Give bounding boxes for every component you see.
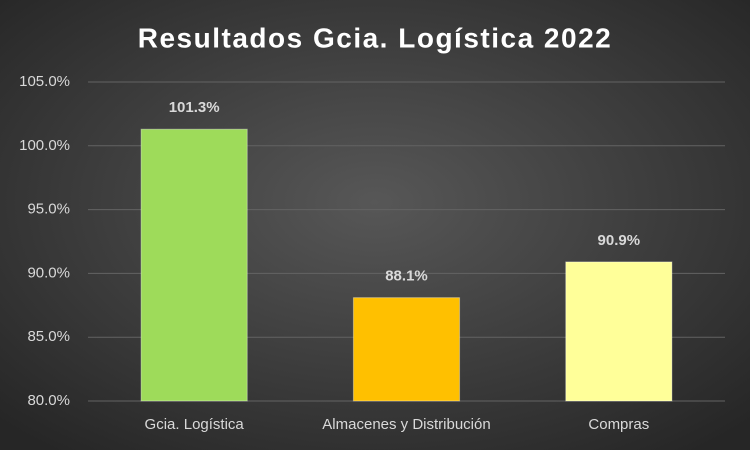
y-tick-label: 100.0% [19, 137, 70, 154]
value-label: 88.1% [385, 268, 428, 285]
y-tick-label: 80.0% [27, 392, 70, 409]
x-tick-label: Compras [588, 416, 649, 433]
bar [140, 128, 248, 402]
y-tick-label: 95.0% [27, 201, 70, 218]
y-tick-label: 85.0% [27, 328, 70, 345]
bar [565, 261, 673, 402]
value-label: 101.3% [169, 99, 220, 116]
y-tick-label: 105.0% [19, 73, 70, 90]
x-tick-label: Almacenes y Distribución [322, 416, 490, 433]
value-label: 90.9% [598, 232, 641, 249]
bar [352, 297, 461, 402]
y-tick-label: 90.0% [27, 264, 70, 281]
chart-title: Resultados Gcia. Logística 2022 [138, 22, 612, 53]
x-tick-label: Gcia. Logística [145, 416, 245, 433]
